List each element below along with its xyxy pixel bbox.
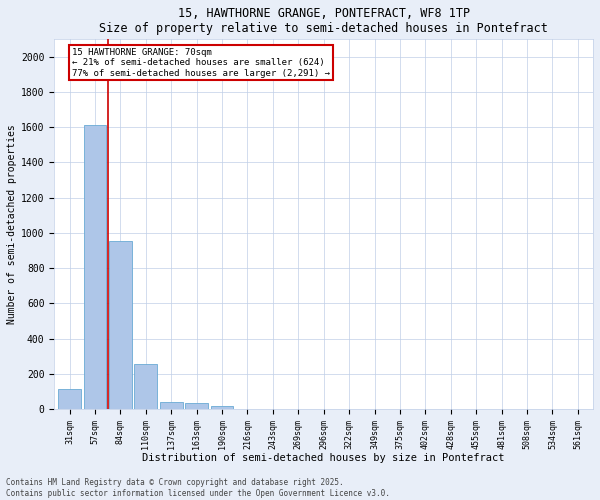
Text: 15 HAWTHORNE GRANGE: 70sqm
← 21% of semi-detached houses are smaller (624)
77% o: 15 HAWTHORNE GRANGE: 70sqm ← 21% of semi… [72,48,330,78]
Text: Contains HM Land Registry data © Crown copyright and database right 2025.
Contai: Contains HM Land Registry data © Crown c… [6,478,390,498]
Y-axis label: Number of semi-detached properties: Number of semi-detached properties [7,124,17,324]
Bar [58,389,81,409]
Bar [109,241,132,409]
Bar [83,126,106,409]
Bar [134,364,157,409]
Bar [211,406,233,409]
Title: 15, HAWTHORNE GRANGE, PONTEFRACT, WF8 1TP
Size of property relative to semi-deta: 15, HAWTHORNE GRANGE, PONTEFRACT, WF8 1T… [99,7,548,35]
X-axis label: Distribution of semi-detached houses by size in Pontefract: Distribution of semi-detached houses by … [142,453,505,463]
Bar [185,403,208,409]
Bar [160,402,182,409]
